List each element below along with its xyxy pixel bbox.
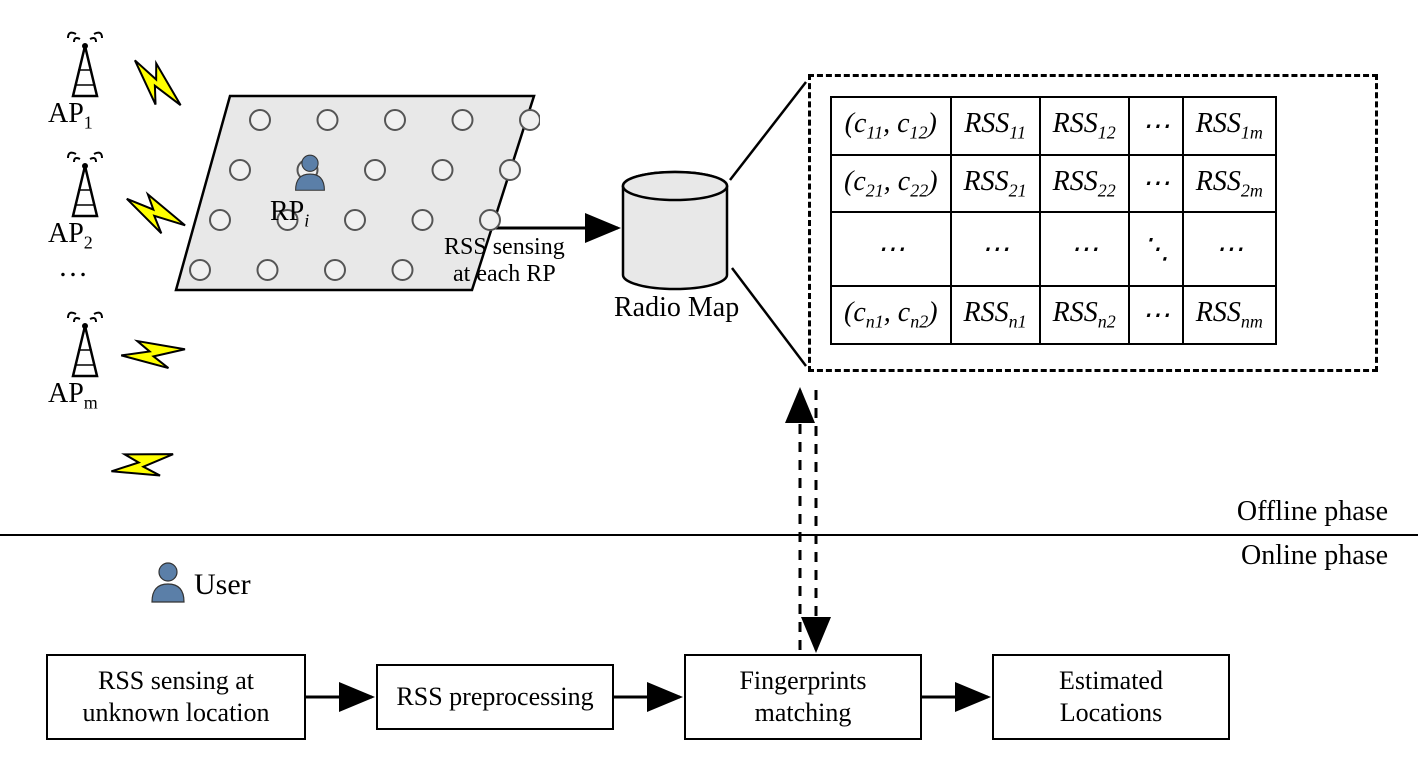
flow-step-box: Fingerprints matching <box>684 654 922 740</box>
radio-map-cell: ⋯ <box>831 212 951 286</box>
radio-map-cell: RSS22 <box>1040 155 1129 213</box>
radio-map-cell: RSSn1 <box>951 286 1040 344</box>
phase-divider <box>0 534 1418 536</box>
radio-map-cell: ⋯ <box>1129 97 1183 155</box>
radio-map-cell: RSSn2 <box>1040 286 1129 344</box>
radio-map-cell: ⋯ <box>1129 286 1183 344</box>
expand-line <box>732 268 806 366</box>
offline-phase-label: Offline phase <box>1237 496 1388 528</box>
user-icon <box>148 560 188 609</box>
user-label: User <box>194 568 251 602</box>
flow-step-box: RSS preprocessing <box>376 664 614 730</box>
radio-map-cell: (cn1, cn2) <box>831 286 951 344</box>
online-phase-label: Online phase <box>1241 540 1388 572</box>
flow-step-box: RSS sensing at unknown location <box>46 654 306 740</box>
radio-map-cell: RSSnm <box>1183 286 1276 344</box>
ap-label: AP1 <box>48 98 93 134</box>
radio-map-cell: RSS11 <box>951 97 1040 155</box>
radio-map-cell: ⋯ <box>1040 212 1129 286</box>
radio-map-table: (c11, c12)RSS11RSS12⋯RSS1m(c21, c22)RSS2… <box>830 96 1277 345</box>
radio-map-cell: ⋯ <box>951 212 1040 286</box>
radio-map-cell: (c21, c22) <box>831 155 951 213</box>
ap-dots: … <box>58 250 88 284</box>
radio-map-label: Radio Map <box>614 292 739 324</box>
flow-step-box: Estimated Locations <box>992 654 1230 740</box>
radio-map-cell: ⋯ <box>1183 212 1276 286</box>
radio-map-cell: ⋯ <box>1129 155 1183 213</box>
rss-sensing-arrow-label: RSS sensing at each RP <box>444 234 565 288</box>
rp-label: RPi <box>270 196 309 232</box>
signal-bolt-icon <box>113 320 198 396</box>
expand-line <box>730 82 806 180</box>
ap-label: APm <box>48 378 98 414</box>
radio-map-cell: RSS12 <box>1040 97 1129 155</box>
user-icon <box>292 152 328 196</box>
signal-bolt-icon <box>101 426 189 509</box>
radio-map-cell: RSS2m <box>1183 155 1276 213</box>
ap-label: AP2 <box>48 218 93 254</box>
radio-map-cell: RSS21 <box>951 155 1040 213</box>
radio-map-cell: RSS1m <box>1183 97 1276 155</box>
radio-map-cell: (c11, c12) <box>831 97 951 155</box>
radio-map-database-icon <box>620 170 730 300</box>
radio-map-cell: ⋱ <box>1129 212 1183 286</box>
